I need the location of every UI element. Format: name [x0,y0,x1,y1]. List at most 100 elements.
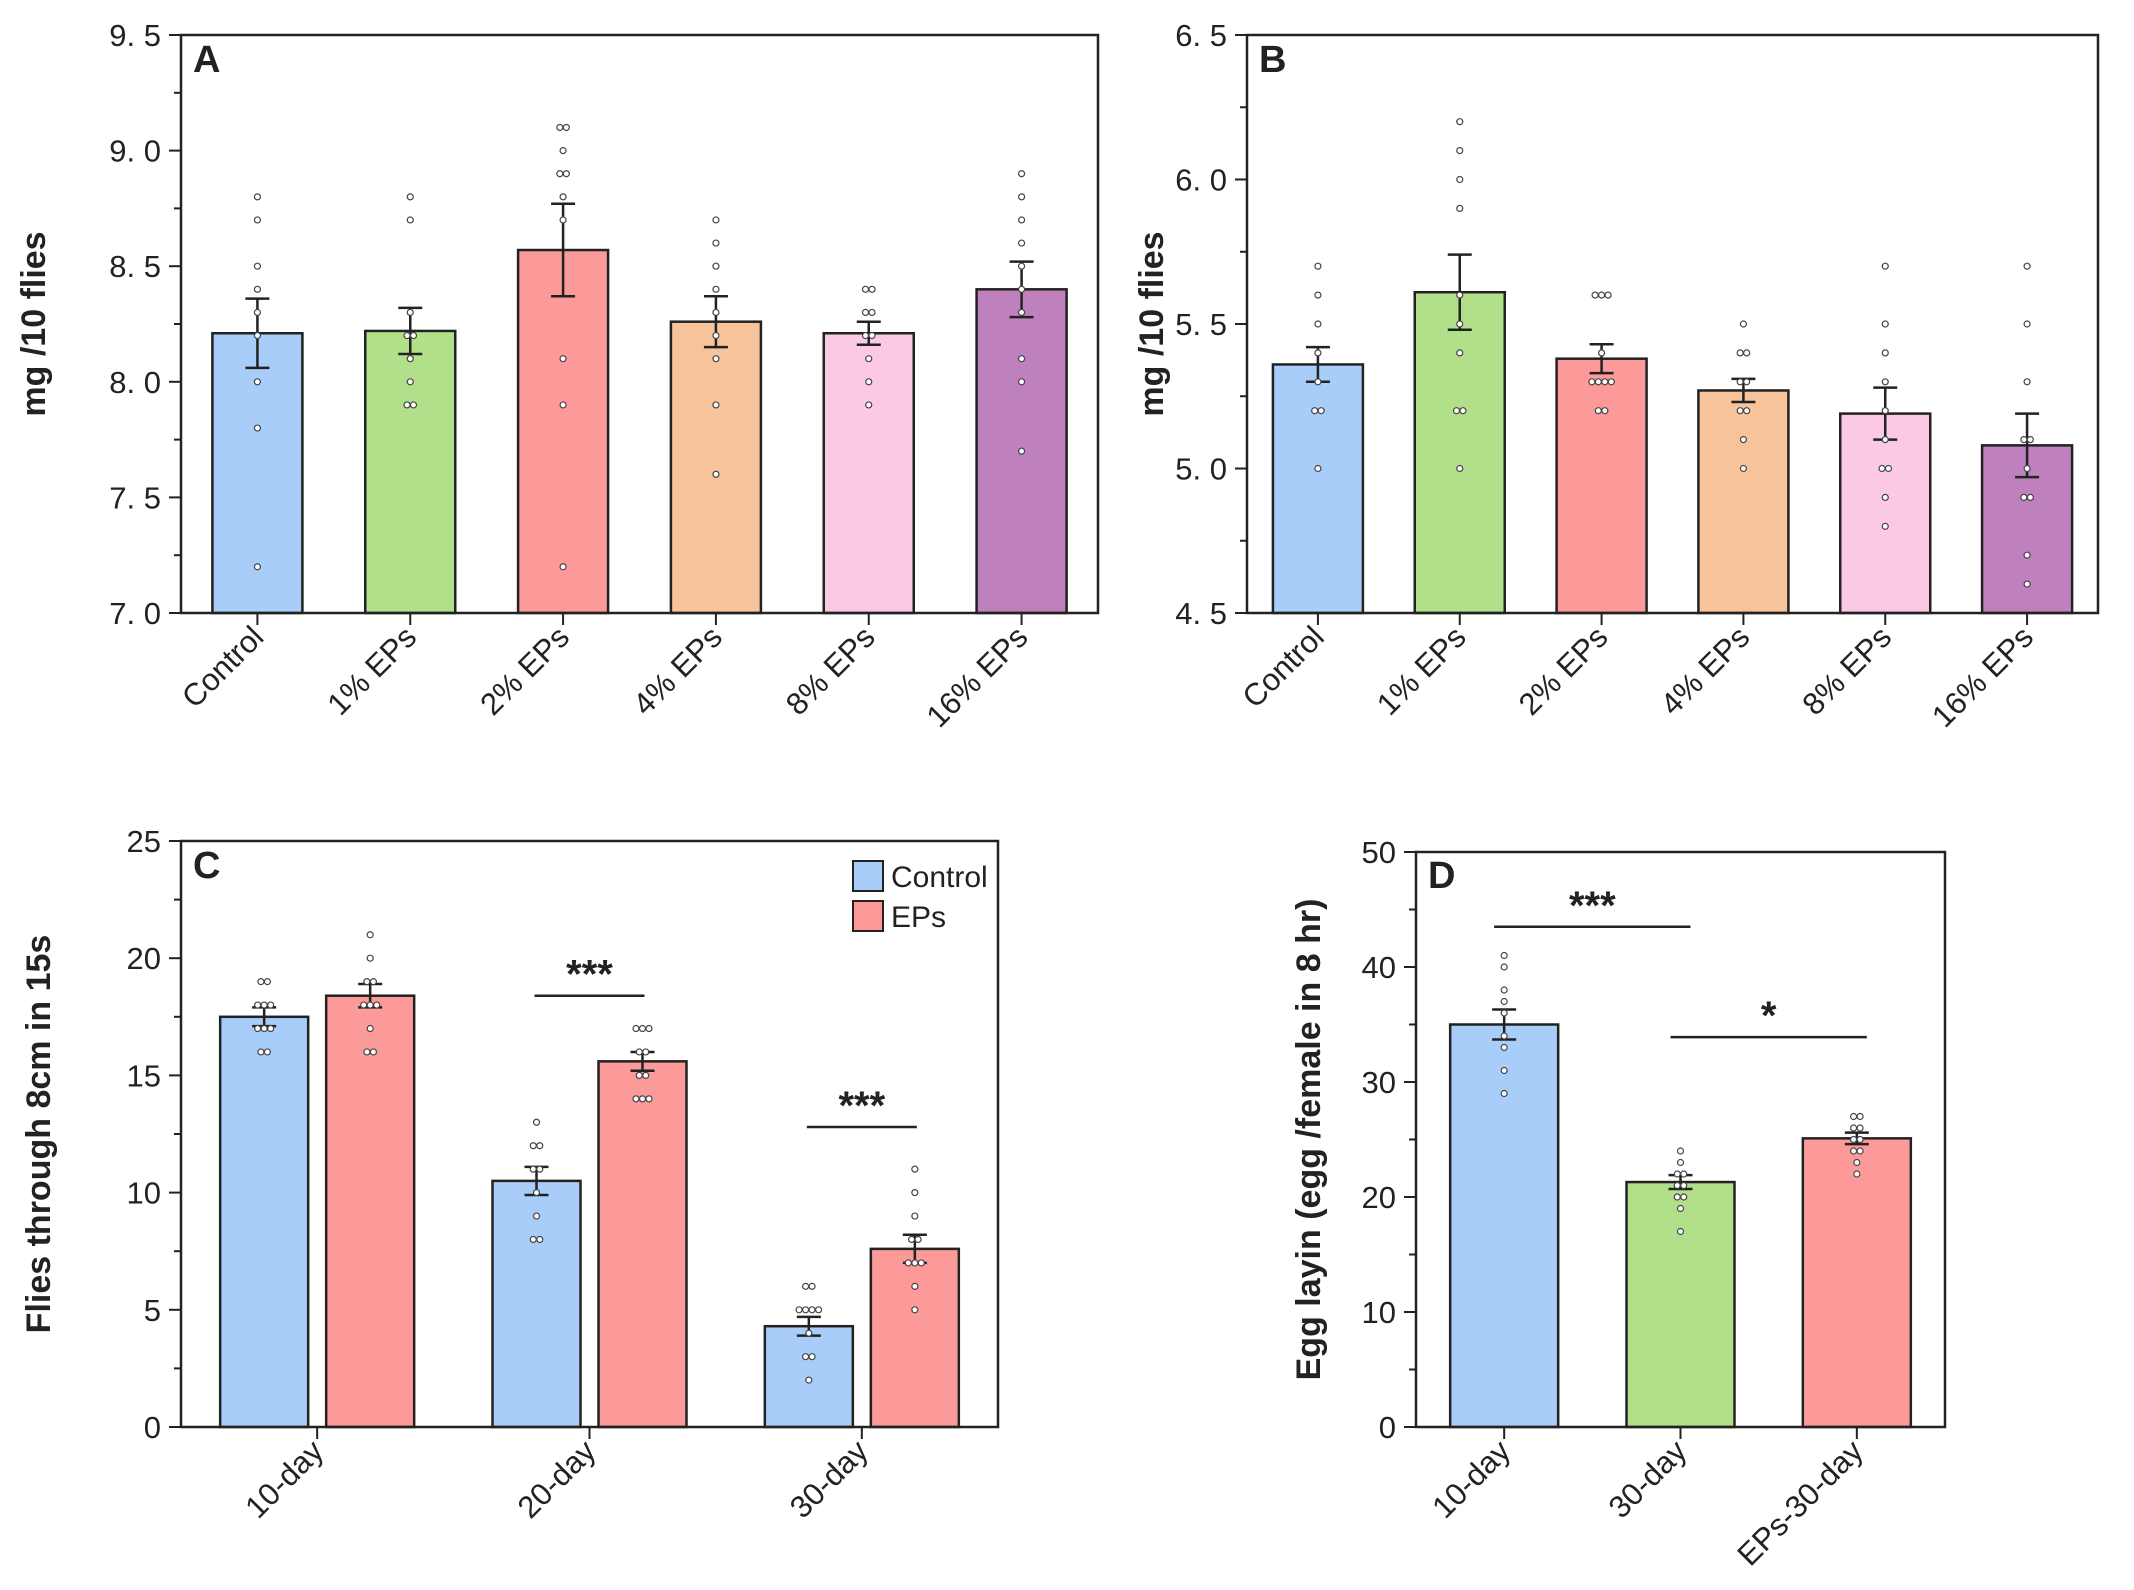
x-tick-label: 20-day [511,1433,603,1525]
significance-label: *** [566,953,613,997]
x-tick-label: 4% EPs [626,619,729,722]
data-point [1881,436,1889,444]
data-point [808,1282,816,1290]
data-point [254,1024,262,1033]
data-point [406,193,414,201]
data-point [1853,1170,1861,1178]
data-point [861,331,870,340]
data-point [917,1259,925,1267]
bar-EPs-30-day [869,1247,961,1429]
data-point [559,355,567,363]
data-point [868,285,876,293]
data-point [805,1376,813,1384]
y-tick-label: 10 [127,1176,161,1211]
data-point [260,1024,268,1033]
bar-EPs-20-day [597,1060,688,1429]
data-point [1594,407,1602,415]
data-point [712,355,720,363]
data-point [2026,436,2034,444]
bar-30-day [1625,1180,1736,1429]
data-point [403,331,411,340]
data-point [260,1001,268,1009]
y-tick-label: 8. 5 [109,249,161,284]
data-point [861,285,870,293]
data-point [1456,204,1464,212]
data-point [1849,1124,1858,1132]
data-point [1881,320,1889,328]
x-tick-label: 16% EPs [1925,619,2040,734]
data-point [1601,407,1609,415]
legend-label: Control [891,861,988,894]
legend-label: EPs [891,901,946,934]
data-point [409,331,418,340]
data-point [1739,436,1748,444]
data-point [1500,951,1508,960]
y-axis-title: Egg layin (egg /female in 8 hr) [1290,899,1328,1381]
data-point [1456,118,1464,126]
data-point [805,1329,813,1337]
data-point [1673,1193,1681,1201]
data-point [914,1235,922,1244]
data-point [263,1048,272,1056]
data-point [1456,320,1464,328]
data-point [1680,1181,1688,1190]
data-point [366,931,374,939]
data-point [1849,1147,1858,1155]
x-tick-label: 8% EPs [779,619,882,722]
y-tick-label: 5. 5 [1175,307,1227,342]
data-point [1456,147,1464,155]
data-point [1594,378,1602,386]
data-point [529,1165,537,1173]
data-point [712,216,720,224]
data-point [1017,170,1026,178]
data-point [1314,378,1322,386]
data-point [1597,291,1606,299]
data-point [907,1235,916,1244]
data-point [2023,320,2031,328]
data-point [904,1259,912,1267]
data-point [911,1212,919,1220]
significance-label: *** [1569,884,1616,928]
y-tick-label: 30 [1362,1065,1396,1100]
bar-EPs-30-day [1801,1137,1913,1429]
data-point [1452,407,1461,415]
data-point [1456,464,1464,473]
y-tick-label: 9. 0 [109,134,161,169]
plot-frame [179,33,1100,615]
data-point [1314,262,1322,270]
bar-1% EPs [364,329,457,615]
y-tick-label: 15 [127,1058,161,1093]
y-tick-label: 8. 0 [109,365,161,400]
data-point [814,1306,823,1314]
data-point [2023,551,2031,559]
data-point [635,1048,643,1056]
data-point [1878,464,1886,473]
y-tick-label: 4. 5 [1175,596,1227,631]
data-point [253,424,262,432]
x-tick-label: 30-day [783,1433,875,1525]
data-point [1673,1170,1681,1178]
data-point [868,331,876,340]
data-point [253,331,262,340]
data-point [406,378,414,386]
data-point [1017,193,1026,201]
data-point [868,308,876,317]
data-point [2023,262,2031,270]
y-tick-label: 50 [1362,835,1396,870]
data-point [1500,1066,1508,1075]
data-point [911,1282,919,1290]
y-tick-label: 5 [144,1293,161,1328]
data-point [532,1188,541,1197]
data-point [1736,349,1744,357]
significance-label: *** [838,1084,885,1128]
data-point [1680,1170,1688,1178]
data-point [1881,522,1889,530]
bar-Control [211,331,304,615]
data-point [1317,407,1325,415]
data-point [559,147,567,155]
data-point [1853,1158,1861,1167]
data-point [532,1212,541,1220]
y-tick-label: 6. 5 [1175,18,1227,53]
data-point [257,978,265,986]
data-point [1597,349,1606,357]
